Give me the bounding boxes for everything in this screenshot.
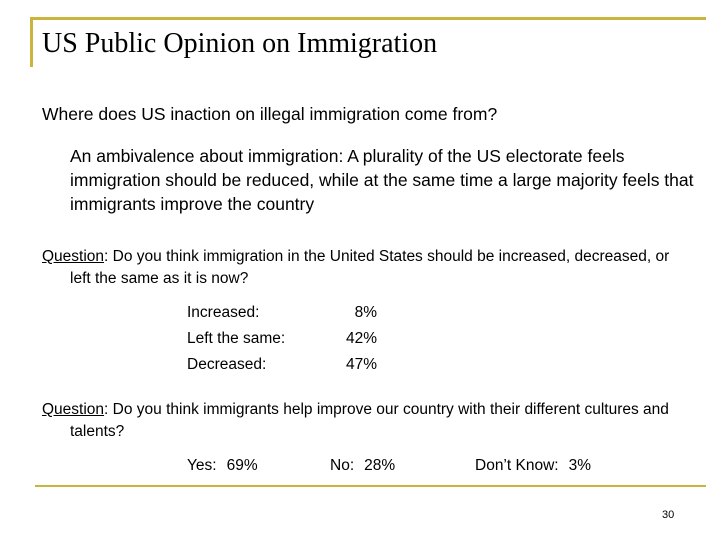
- answer-label: Yes:: [187, 457, 217, 474]
- result-value: 47%: [345, 356, 377, 373]
- question-2-text: : Do you think immigrants help improve o…: [70, 401, 669, 440]
- bullet-text: An ambivalence about immigration: A plur…: [70, 146, 694, 214]
- answer-yes: Yes: 69%: [187, 457, 258, 475]
- answer-dont-know: Don’t Know: 3%: [475, 457, 591, 475]
- slide-subtitle: Where does US inaction on illegal immigr…: [42, 104, 498, 124]
- answer-label: Don’t Know:: [475, 457, 559, 474]
- question-2-label: Question: [42, 401, 105, 418]
- answer-label: No:: [330, 457, 355, 474]
- result-label: Left the same:: [187, 330, 286, 347]
- answer-value: 3%: [568, 457, 591, 474]
- slide-title: US Public Opinion on Immigration: [42, 28, 438, 59]
- left-border-rule: [30, 17, 33, 67]
- question-1-label: Question: [42, 248, 105, 265]
- result-value: 8%: [354, 304, 377, 321]
- question-1: Question: Do you think immigration in th…: [42, 246, 682, 290]
- answer-value: 69%: [226, 457, 258, 474]
- question-2: Question: Do you think immigrants help i…: [42, 399, 682, 443]
- top-border-rule: [30, 17, 706, 20]
- result-value: 42%: [345, 330, 377, 347]
- question-1-text: : Do you think immigration in the United…: [70, 248, 670, 287]
- result-label: Increased:: [187, 304, 260, 321]
- page-number: 30: [662, 509, 675, 521]
- result-label: Decreased:: [187, 356, 267, 373]
- bottom-border-rule: [35, 485, 706, 487]
- answer-no: No: 28%: [330, 457, 395, 475]
- answer-value: 28%: [364, 457, 396, 474]
